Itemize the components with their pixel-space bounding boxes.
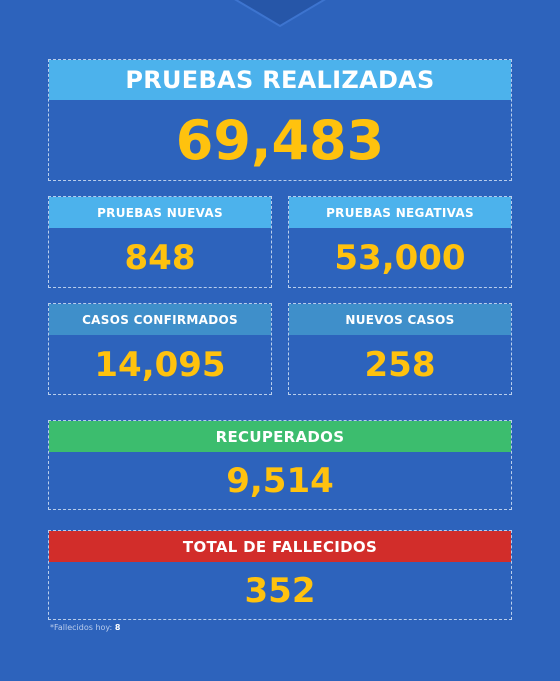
pruebas-negativas-header: PRUEBAS NEGATIVAS	[289, 197, 511, 228]
total-fallecidos-panel: TOTAL DE FALLECIDOS 352	[48, 530, 512, 620]
pruebas-nuevas-label: PRUEBAS NUEVAS	[97, 205, 223, 220]
casos-confirmados-value: 14,095	[94, 345, 226, 385]
recuperados-panel: RECUPERADOS 9,514	[48, 420, 512, 510]
pruebas-negativas-panel: PRUEBAS NEGATIVAS 53,000	[288, 196, 512, 288]
pruebas-realizadas-panel: PRUEBAS REALIZADAS 69,483	[48, 59, 512, 181]
footnote: *Fallecidos hoy: 8	[50, 623, 120, 632]
casos-confirmados-panel: CASOS CONFIRMADOS 14,095	[48, 303, 272, 395]
pruebas-negativas-label: PRUEBAS NEGATIVAS	[326, 205, 474, 220]
nuevos-casos-value: 258	[364, 345, 436, 385]
pruebas-nuevas-header: PRUEBAS NUEVAS	[49, 197, 271, 228]
nuevos-casos-panel: NUEVOS CASOS 258	[288, 303, 512, 395]
nuevos-casos-label: NUEVOS CASOS	[345, 312, 455, 327]
total-fallecidos-header: TOTAL DE FALLECIDOS	[49, 531, 511, 562]
pruebas-negativas-value: 53,000	[334, 238, 466, 278]
recuperados-label: RECUPERADOS	[215, 427, 345, 446]
pruebas-realizadas-value: 69,483	[175, 108, 385, 172]
pruebas-realizadas-label: PRUEBAS REALIZADAS	[125, 66, 435, 94]
recuperados-header: RECUPERADOS	[49, 421, 511, 452]
casos-confirmados-header: CASOS CONFIRMADOS	[49, 304, 271, 335]
recuperados-value: 9,514	[226, 461, 334, 501]
total-fallecidos-value: 352	[244, 571, 316, 611]
footnote-text: *Fallecidos hoy:	[50, 623, 113, 632]
pruebas-realizadas-header: PRUEBAS REALIZADAS	[49, 60, 511, 100]
pruebas-nuevas-value: 848	[124, 238, 196, 278]
top-notch-decoration	[234, 0, 326, 28]
pruebas-nuevas-panel: PRUEBAS NUEVAS 848	[48, 196, 272, 288]
nuevos-casos-header: NUEVOS CASOS	[289, 304, 511, 335]
footnote-value: 8	[114, 623, 121, 632]
total-fallecidos-label: TOTAL DE FALLECIDOS	[182, 537, 378, 556]
casos-confirmados-label: CASOS CONFIRMADOS	[82, 312, 238, 327]
